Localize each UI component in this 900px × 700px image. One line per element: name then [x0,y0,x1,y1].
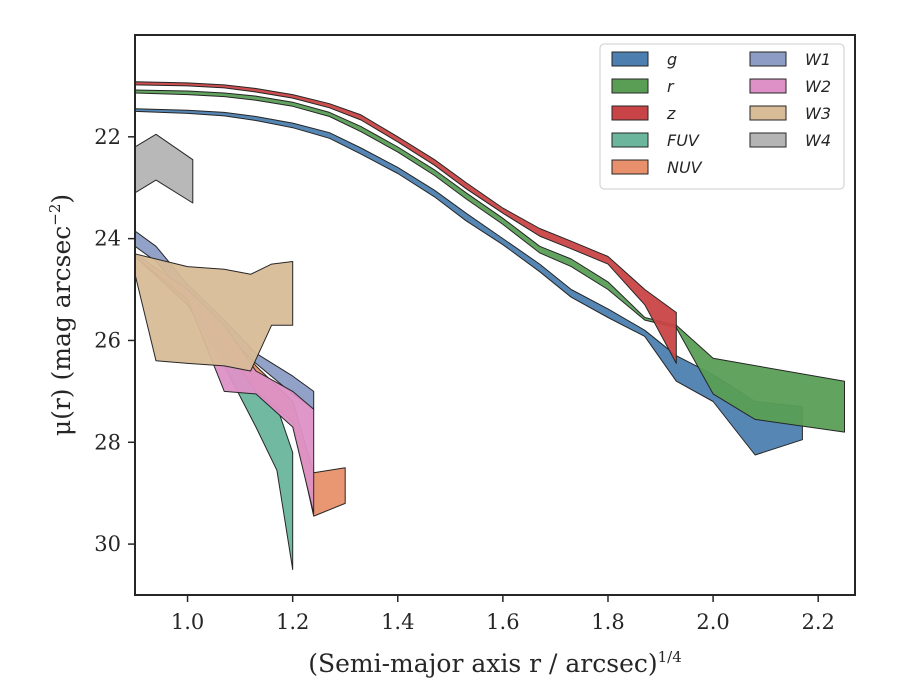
x-tick-label: 2.2 [802,610,835,634]
legend-swatch-z [611,105,649,121]
legend-swatch-fuv [611,132,649,148]
x-tick-label: 1.6 [486,610,519,634]
band-r [135,89,845,433]
legend-label-w1: W1 [805,50,831,69]
axis-ticks: 1.0 1.2 1.4 1.6 1.8 2.0 2.2 22 24 26 28 30 [94,125,835,634]
legend-label-fuv: FUV [667,131,700,150]
x-tick-label: 1.4 [381,610,414,634]
legend-label-r: r [667,77,675,96]
legend-label-z: z [666,104,676,123]
x-axis-title: (Semi-major axis r / arcsec)1/4 [308,648,682,678]
legend-label-w4: W4 [805,131,831,150]
legend-swatch-w3 [749,105,787,121]
band-w4 [135,133,194,204]
y-tick-label: 26 [94,328,121,352]
y-tick-label: 28 [94,430,121,454]
y-tick-label: 22 [94,125,121,149]
legend-label-g: g [667,50,677,69]
x-tick-label: 1.2 [276,610,309,634]
band-g [135,108,803,456]
y-tick-label: 24 [94,227,121,251]
y-tick-label: 30 [94,532,121,556]
legend-swatch-r [611,78,649,94]
legend-swatch-w1 [749,51,787,67]
legend-label-nuv: NUV [667,158,703,177]
x-tick-label: 1.0 [171,610,204,634]
legend-label-w3: W3 [805,104,831,123]
band-w3 [135,253,294,372]
data-bands [135,81,845,570]
legend-swatch-g [611,51,649,67]
band-z [135,81,677,364]
plot-frame [134,34,856,596]
x-tick-label: 1.8 [591,610,624,634]
legend-swatch-w2 [749,78,787,94]
x-tick-label: 2.0 [696,610,729,634]
legend-swatch-nuv [611,159,649,175]
legend: grz FUV NUV W1 W2 W3 W4 [599,43,845,190]
legend-label-w2: W2 [805,77,831,96]
y-axis-title: μ(r) (mag arcsec−2) [46,194,76,436]
legend-swatch-w4 [749,132,787,148]
